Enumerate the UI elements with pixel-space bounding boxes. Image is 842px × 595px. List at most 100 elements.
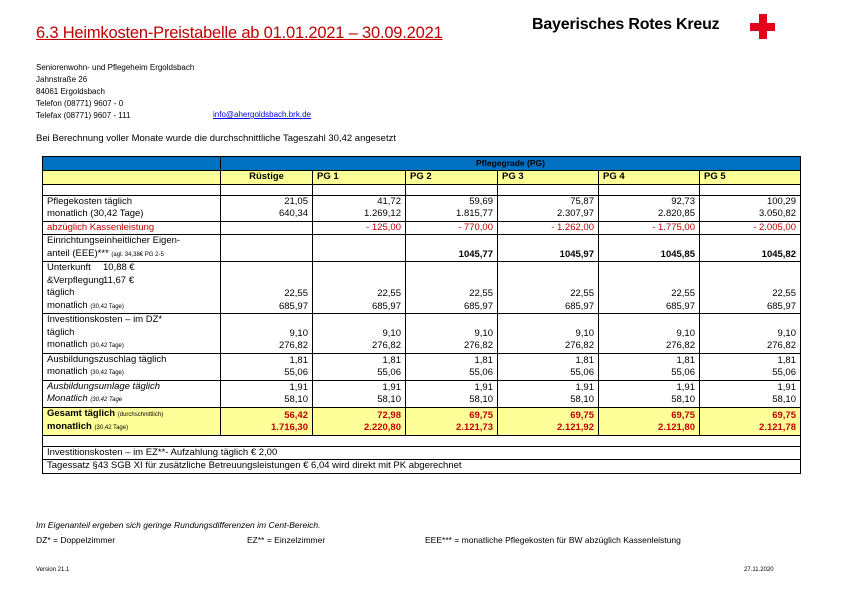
cell-value: 1,81 — [474, 354, 494, 366]
cell-value: 69,75 — [469, 409, 493, 421]
cell-value: 22,55 — [570, 288, 594, 299]
cell-value: 276,82 — [564, 340, 594, 351]
cell-value: 55,06 — [671, 367, 695, 378]
row-label: Pflegekosten täglich — [47, 195, 133, 207]
address-line: Telefax (08771) 9607 - 111 — [36, 111, 131, 120]
cell-value: 1045,77 — [405, 234, 498, 262]
cell-value: 276,82 — [463, 340, 493, 351]
row-label-note: (durchschnittlich) — [117, 411, 164, 418]
table-row-eigenanteil: Einrichtungseinheitlicher Eigen-anteil (… — [42, 234, 801, 262]
cell-value: 1,81 — [777, 354, 797, 366]
cell-value: 92,73 — [671, 195, 695, 207]
cell-value: 58,10 — [772, 394, 796, 405]
cell-value: 685,97 — [665, 300, 695, 312]
cell-value — [220, 234, 313, 262]
cell-value: 685,97 — [371, 300, 401, 312]
row-label: monatlich — [47, 339, 88, 350]
row-label-note: (30,42 Tage — [90, 397, 123, 403]
group-header-row: Pflegegrade (PG) — [42, 156, 801, 171]
cell-value: 685,97 — [564, 300, 594, 312]
row-label: monatlich — [47, 299, 88, 311]
cell-value: 1,91 — [575, 381, 595, 393]
row-label: monatlich — [47, 366, 88, 377]
cell-value: - 1.262,00 — [497, 220, 599, 235]
cell-value: 69,75 — [772, 409, 796, 421]
dz-note: DZ* = Doppelzimmer — [36, 535, 116, 545]
cell-value: 685,97 — [766, 300, 796, 312]
table-row-tagessatz-note: Tagessatz §43 SGB XI für zusätzliche Bet… — [42, 459, 801, 474]
col-header-pg3: PG 3 — [497, 170, 599, 185]
cell-value: 685,97 — [278, 300, 308, 312]
cell-value: 9,10 — [474, 327, 494, 339]
cell-value: 276,82 — [371, 340, 401, 351]
table-row-pflegekosten: Pflegekosten täglich monatlich (30,42 Tag… — [42, 194, 801, 222]
column-header-row: Rüstige PG 1 PG 2 PG 3 PG 4 PG 5 — [42, 170, 801, 185]
cell-value: 1,91 — [382, 381, 402, 393]
cell-value: 58,10 — [671, 394, 695, 405]
cell-value: 22,55 — [671, 288, 695, 299]
row-label: Monatlich — [47, 393, 88, 404]
cell-value: 41,72 — [377, 195, 401, 207]
ez-legend-note: EZ** = Einzelzimmer — [247, 535, 326, 545]
cell-value: 2.220,80 — [364, 422, 401, 433]
table-row-ez-note: Investitionskosten – im EZ**- Aufzahlung… — [42, 445, 801, 460]
cell-value: 2.121,92 — [557, 422, 594, 433]
row-label: Unterkunft — [47, 262, 91, 274]
version-label: Version 21.1 — [36, 567, 70, 573]
cell-value: 276,82 — [665, 340, 695, 351]
cell-value: 1,81 — [289, 354, 309, 366]
cell-value: 56,42 — [284, 409, 308, 421]
cell-value: 58,10 — [284, 394, 308, 405]
cell-value: 9,10 — [289, 327, 309, 339]
brand-name: Bayerisches Rotes Kreuz — [532, 16, 720, 33]
red-cross-logo-icon — [750, 14, 775, 39]
table-row-kassenleistung: abzüglich Kassenleistung - 125,00 - 770,… — [42, 220, 801, 235]
table-row-unterkunft: Unterkunft 10,88 € &Verpflegung11,67 € tä… — [42, 261, 801, 314]
row-label: Ausbildungsumlage täglich — [47, 380, 161, 392]
cell-value: 1,81 — [382, 354, 402, 366]
email-link[interactable]: info@ahergoldsbach.brk.de — [213, 110, 311, 119]
cell-value: 276,82 — [278, 340, 308, 351]
cell-value: 100,29 — [766, 195, 796, 207]
cell-value: 75,87 — [570, 195, 594, 207]
rounding-note: Im Eigenanteil ergeben sich geringe Rund… — [36, 520, 321, 530]
cell-value: - 1.775,00 — [598, 220, 700, 235]
cell-value: 3.050,82 — [759, 208, 796, 219]
cell-value: 21,05 — [284, 195, 308, 207]
cell-value: 58,10 — [469, 394, 493, 405]
cell-value: 69,75 — [671, 409, 695, 421]
cell-value: 1,91 — [289, 381, 309, 393]
col-header-ruestige: Rüstige — [220, 170, 313, 185]
row-label-note: (30,42 Tage) — [90, 303, 124, 310]
table-row-investitionskosten: Investitionskosten – im DZ* täglich mona… — [42, 313, 801, 354]
table-row-ausbildungsumlage: Ausbildungsumlage täglich Monatlich (30,… — [42, 379, 801, 408]
row-label: Investitionskosten – im DZ* — [47, 314, 163, 325]
cell-value: 1,91 — [474, 381, 494, 393]
row-label-value: 11,67 € — [103, 274, 134, 286]
cell-value: 55,06 — [377, 367, 401, 378]
row-label-note: (30,42 Tage) — [94, 425, 129, 431]
cell-value: 1,81 — [575, 354, 595, 366]
ez-note: Investitionskosten – im EZ**- Aufzahlung… — [42, 445, 801, 460]
cell-value: 2.820,85 — [658, 208, 695, 219]
cell-value: 69,75 — [570, 409, 594, 421]
row-label-note: (30,42 Tage) — [90, 343, 124, 349]
cell-value: 55,06 — [570, 367, 594, 378]
address-line: Telefon (08771) 9607 - 0 — [36, 99, 124, 108]
col-header-pg2: PG 2 — [405, 170, 498, 185]
row-label: abzüglich Kassenleistung — [42, 220, 221, 235]
cell-value: - 125,00 — [312, 220, 406, 235]
cell-value: 59,69 — [469, 195, 493, 207]
cell-value: 2.121,73 — [456, 422, 493, 433]
cell-value: 1,91 — [777, 381, 797, 393]
cell-value: 1.815,77 — [456, 208, 493, 219]
cell-value: 22,55 — [469, 288, 493, 299]
cell-value: 2.121,80 — [658, 422, 695, 433]
cell-value — [220, 220, 313, 235]
row-label: Ausbildungszuschlag täglich — [47, 353, 167, 365]
table-row-ausbildungszuschlag: Ausbildungszuschlag täglich monatlich (3… — [42, 352, 801, 381]
row-label-note: (agl. 34,38€ PG 2-5 — [111, 251, 164, 258]
row-label: monatlich — [47, 421, 92, 432]
address-line: Seniorenwohn- und Pflegeheim Ergoldsbach — [36, 63, 195, 72]
row-label: täglich — [47, 287, 75, 298]
